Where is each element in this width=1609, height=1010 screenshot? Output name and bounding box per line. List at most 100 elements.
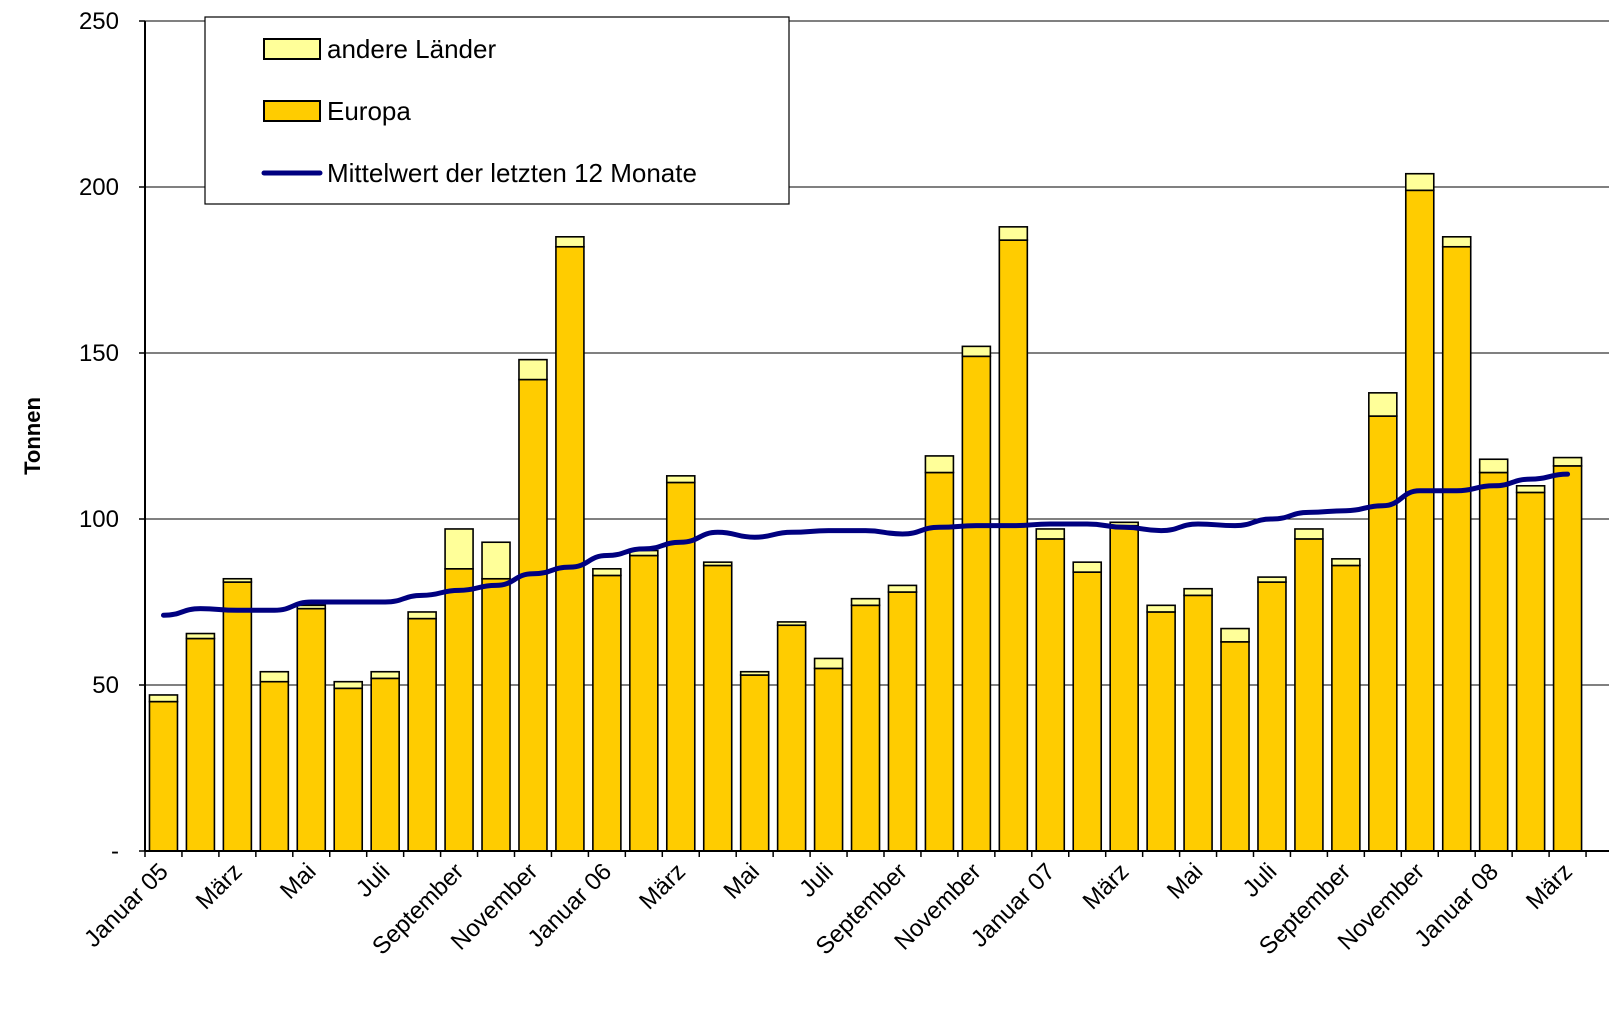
bar-europa	[1294, 538, 1324, 852]
bar-andere-laender	[665, 475, 696, 484]
bar-europa	[739, 674, 770, 852]
bar-europa	[1441, 245, 1472, 852]
y-tick-labels: - 50 100 150 200 250	[79, 8, 119, 865]
x-tick-label: Juli	[351, 858, 396, 903]
bar-europa	[813, 667, 844, 852]
bar-europa	[518, 378, 548, 852]
bar-andere-laender	[961, 345, 992, 358]
bar-europa	[333, 687, 364, 852]
bar-europa	[1146, 611, 1176, 852]
bar-andere-laender	[444, 528, 474, 570]
bar-andere-laender	[592, 567, 622, 577]
bar-andere-laender	[518, 358, 548, 381]
legend-label-andere-laender: andere Länder	[327, 34, 496, 64]
legend: andere Länder Europa Mittelwert der letz…	[204, 16, 790, 205]
y-tick-label: -	[111, 838, 119, 865]
bar-andere-laender	[887, 584, 918, 593]
y-tick-label: 150	[79, 340, 119, 367]
bar-europa	[998, 239, 1029, 852]
bar-andere-laender	[1515, 484, 1546, 494]
x-tick-label: Mai	[1162, 858, 1208, 904]
bar-andere-laender	[998, 226, 1029, 241]
x-tick-label: März	[191, 858, 248, 915]
bar-europa	[148, 700, 179, 852]
bar-andere-laender	[1478, 458, 1509, 474]
bar-andere-laender	[1404, 172, 1435, 192]
bar-andere-laender	[813, 657, 844, 670]
bar-europa	[924, 471, 955, 852]
bar-andere-laender	[1368, 392, 1398, 417]
bar-europa	[961, 355, 992, 852]
bar-andere-laender	[1072, 561, 1103, 573]
bar-europa	[1404, 189, 1435, 852]
bar-europa	[370, 677, 400, 852]
bar-andere-laender	[1552, 456, 1583, 467]
bar-europa	[407, 617, 437, 852]
bar-andere-laender	[1257, 576, 1287, 583]
bar-europa	[1368, 415, 1398, 852]
x-tick-label: Juli	[794, 858, 839, 903]
bar-europa	[1257, 581, 1287, 852]
bar-andere-laender	[1331, 558, 1361, 567]
x-tick-label: Januar 05	[79, 858, 174, 953]
bar-europa	[1072, 571, 1103, 852]
x-tick-label: Mai	[718, 858, 764, 904]
bar-andere-laender	[259, 670, 290, 683]
bar-europa	[185, 637, 216, 852]
bar-andere-laender	[148, 694, 179, 703]
bar-andere-laender	[739, 670, 770, 676]
average-line	[160, 471, 1571, 618]
bar-europa	[887, 591, 918, 852]
bar-europa	[776, 624, 807, 852]
y-axis-label: Tonnen	[20, 397, 45, 475]
bar-andere-laender	[1183, 587, 1213, 597]
bar-andere-laender	[407, 611, 437, 620]
y-tick-label: 250	[79, 8, 119, 35]
legend-label-average: Mittelwert der letzten 12 Monate	[327, 158, 697, 188]
bar-andere-laender	[1294, 528, 1324, 540]
bar-europa	[222, 581, 253, 852]
bar-europa	[1035, 538, 1066, 852]
bar-andere-laender	[185, 632, 216, 640]
bars	[148, 172, 1583, 852]
legend-label-europa: Europa	[327, 96, 411, 126]
y-tick-label: 100	[79, 506, 119, 533]
legend-swatch-andere-laender	[263, 38, 321, 60]
bar-europa	[1515, 491, 1546, 852]
axes	[139, 20, 1609, 857]
bar-europa	[444, 567, 474, 852]
bar-andere-laender	[370, 670, 400, 680]
bar-europa	[665, 481, 696, 852]
bar-europa	[259, 680, 290, 852]
x-tick-label: Mai	[275, 858, 321, 904]
bar-europa	[296, 607, 327, 852]
bar-europa	[1109, 524, 1139, 852]
x-tick-label: Juli	[1238, 858, 1283, 903]
bar-europa	[1331, 564, 1361, 852]
y-tick-label: 200	[79, 174, 119, 201]
bar-andere-laender	[333, 680, 364, 690]
bar-andere-laender	[702, 561, 733, 567]
legend-swatch-europa	[263, 100, 321, 122]
bar-europa	[1478, 471, 1509, 852]
x-tick-label: März	[634, 858, 691, 915]
x-tick-label: März	[1078, 858, 1135, 915]
x-tick-labels: Januar 05 März Mai JuliSeptemberNovemberJan…	[79, 858, 1578, 960]
bar-andere-laender	[222, 577, 253, 583]
bar-andere-laender	[776, 621, 807, 627]
x-tick-label: März	[1521, 858, 1578, 915]
bar-europa	[592, 574, 622, 852]
bar-europa	[481, 577, 511, 852]
bar-andere-laender	[924, 455, 955, 474]
bar-europa	[702, 564, 733, 852]
bar-europa	[1220, 641, 1250, 852]
bar-europa	[850, 604, 881, 852]
bar-europa	[555, 245, 585, 852]
bar-andere-laender	[1441, 236, 1472, 248]
bar-andere-laender	[555, 236, 585, 248]
y-tick-label: 50	[92, 672, 119, 699]
bar-andere-laender	[481, 541, 511, 580]
bar-europa	[629, 554, 659, 852]
bar-andere-laender	[296, 604, 327, 610]
